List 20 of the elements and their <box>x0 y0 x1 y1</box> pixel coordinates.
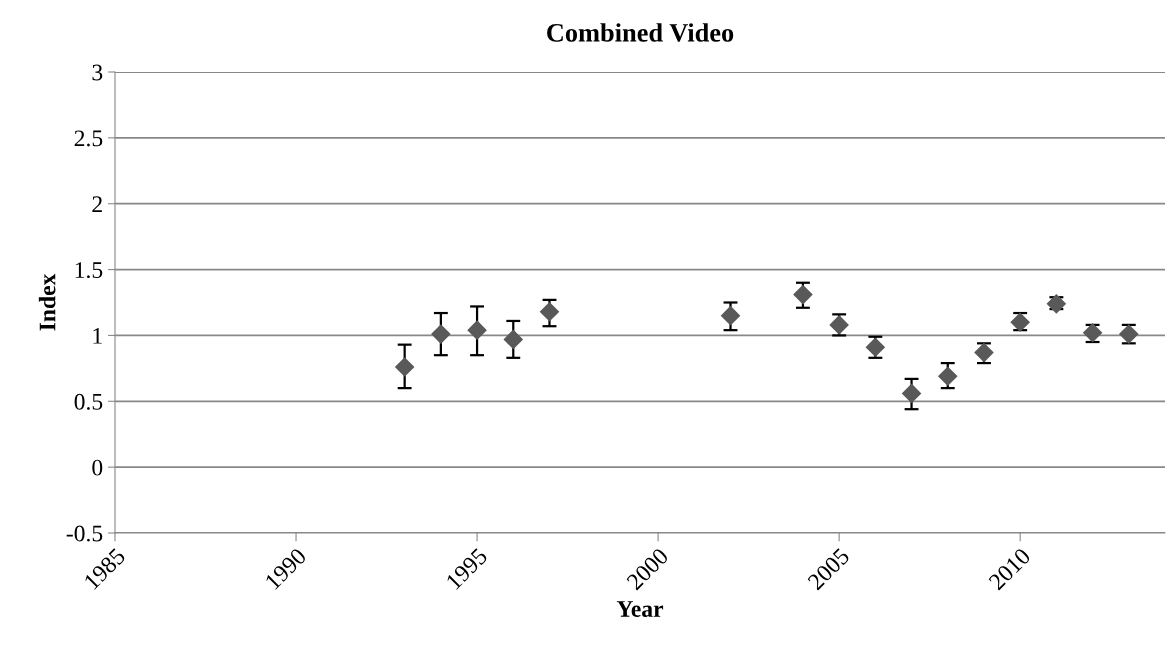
point <box>395 357 415 377</box>
y-tick-label: 0.5 <box>74 393 103 410</box>
y-tick-label: 1 <box>93 328 102 344</box>
y-tick-label: 2 <box>92 196 102 212</box>
y-tick-label: 3 <box>92 64 103 81</box>
y-tick-label: 1.5 <box>75 262 103 279</box>
point <box>467 320 487 340</box>
y-tick-label: 2.5 <box>74 130 103 147</box>
y-tick-label: 0 <box>92 459 103 476</box>
x-axis-title: Year <box>616 601 664 617</box>
chart-title: Combined Video <box>547 23 734 42</box>
point <box>539 302 560 322</box>
point <box>720 306 741 326</box>
point <box>793 285 813 305</box>
point <box>503 329 523 349</box>
y-tick-label: -0.5 <box>66 525 103 542</box>
point <box>938 366 958 386</box>
y-axis-title: Index <box>38 273 56 331</box>
point <box>902 383 922 403</box>
point <box>431 324 451 344</box>
